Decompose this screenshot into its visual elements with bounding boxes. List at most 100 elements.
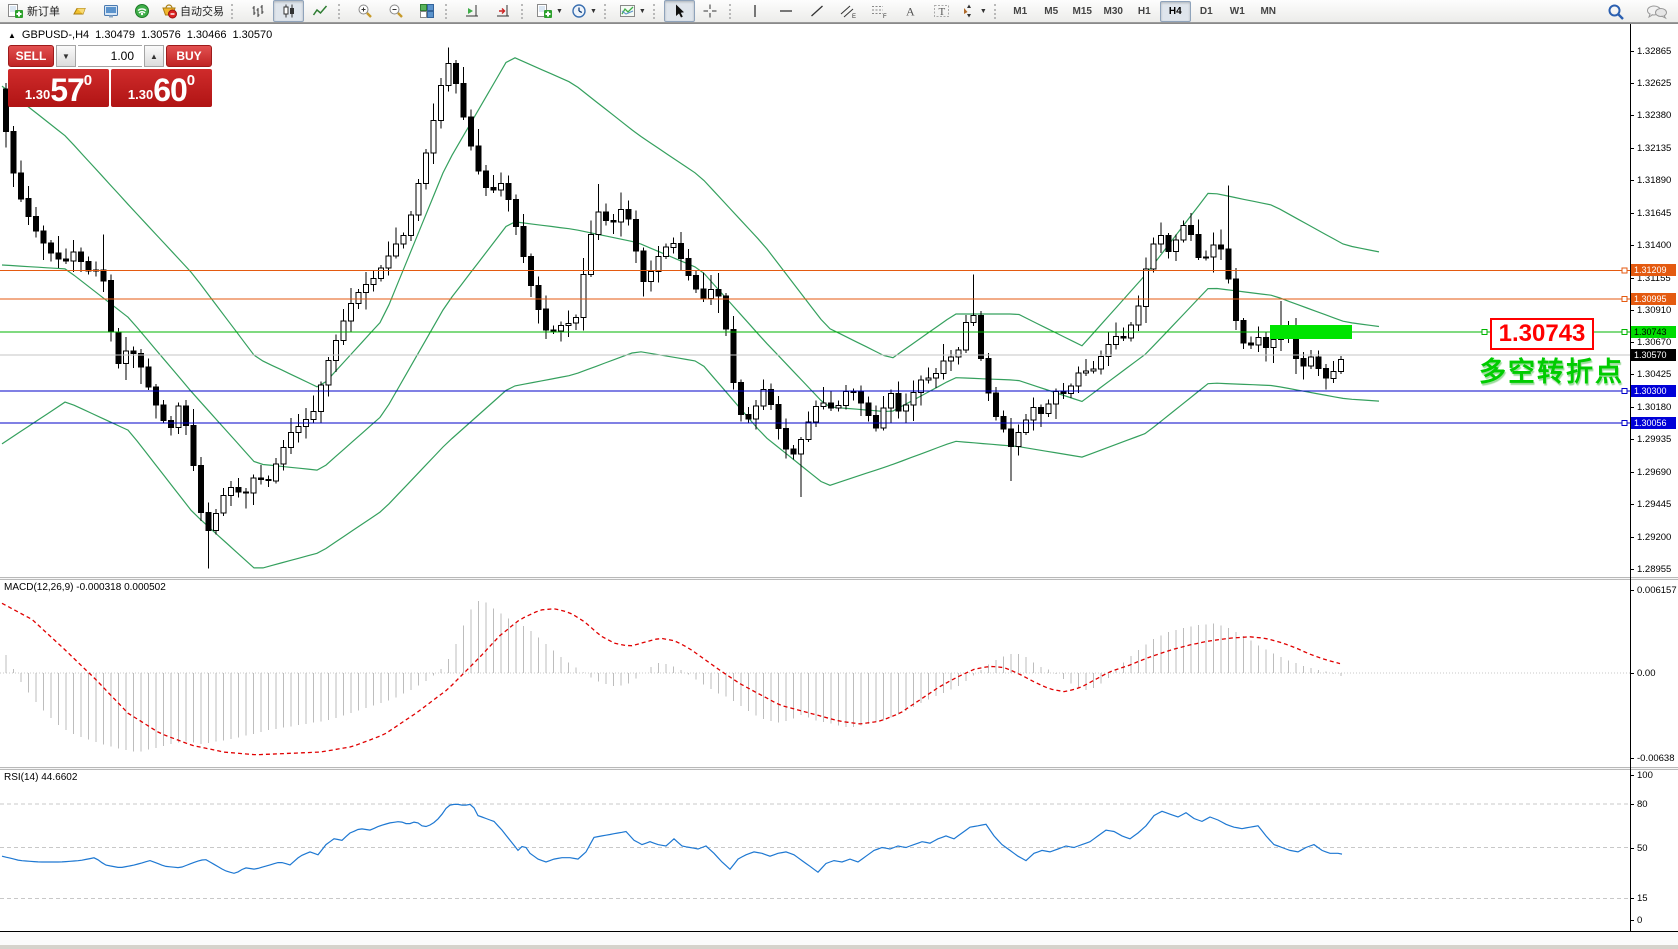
timeframe-m15-button[interactable]: M15 [1072,5,1092,17]
channel-icon: E [839,3,857,19]
vertical-line-button[interactable] [740,0,771,22]
toolbar: 新订单 自动交易 ▼ ▼ ▼ E F A T ▼ M1 M5 M15 M30 H1 H4 D1 W1 MN [0,0,1678,23]
zoom-out-button[interactable] [380,0,411,22]
dropdown-arrow-icon[interactable]: ▼ [556,7,563,15]
sell-button[interactable]: SELL [8,45,54,67]
chart-header: ▲ GBPUSD-,H4 1.30479 1.30576 1.30466 1.3… [8,29,272,41]
doc-plus-icon [7,3,24,19]
pane-separator[interactable] [0,767,1678,770]
timeframe-m30-button[interactable]: M30 [1103,5,1123,17]
macd-tick-label: 0.00 [1637,668,1656,679]
indicators-button[interactable]: ▼ [532,0,567,22]
axis-tick [1630,115,1634,116]
volume-decrease-button[interactable]: ▼ [56,45,76,67]
main-chart-canvas[interactable] [0,24,1630,577]
axis-tick [1630,472,1634,473]
axis-tick [1630,898,1634,899]
trendline-button[interactable] [802,0,833,22]
new-order-button[interactable]: 新订单 [3,0,64,22]
periods-button[interactable]: ▼ [567,0,601,22]
data-window-button[interactable] [95,0,126,22]
templates-button[interactable]: ▼ [615,0,650,22]
toolbar-grip[interactable] [521,3,528,19]
candlesticks [3,47,1344,569]
timeframe-w1-button[interactable]: W1 [1229,5,1245,17]
bar-chart-button[interactable] [242,0,273,22]
buy-price-pips: 60 [153,72,188,108]
axis-tick [1630,148,1634,149]
axis-tick [1630,51,1634,52]
arrows-button[interactable]: ▼ [957,0,991,22]
price-tick-label: 1.28955 [1637,564,1672,575]
ohlc-close: 1.30570 [232,29,273,41]
toolbar-grip[interactable] [652,3,660,19]
buy-price-display[interactable]: 1.30 60 0 [111,69,212,107]
price-tick-label: 1.32135 [1637,143,1672,154]
basket-icon [161,3,177,19]
dropdown-arrow-icon[interactable]: ▼ [638,7,646,15]
price-level-badge: 1.31209 [1631,264,1676,276]
toolbar-grip[interactable] [231,3,238,19]
dropdown-arrow-icon[interactable]: ▼ [589,7,597,15]
svg-text:T: T [938,6,945,18]
bull-bear-turning-point-note[interactable]: 多空转折点 [1479,357,1624,387]
buy-price-point: 0 [186,72,196,89]
cursor-button[interactable] [663,0,695,22]
timeframe-h4-button[interactable]: H4 [1159,0,1191,22]
price-axis-line [1630,24,1631,931]
toolbar-grip[interactable] [728,3,736,19]
text-label-button[interactable]: T [926,0,957,22]
timeframe-m1-button[interactable]: M1 [1013,5,1028,17]
timeframe-mn-button[interactable]: MN [1260,5,1277,17]
price-callout-text-object[interactable]: 1.30743 [1490,318,1594,350]
pane-separator[interactable] [0,577,1678,580]
doc-plus-icon [536,3,553,19]
price-tick-label: 1.31155 [1637,273,1671,284]
rsi-canvas[interactable] [0,770,1630,930]
equidistant-channel-button[interactable]: E [833,0,864,22]
toolbar-grip[interactable] [338,3,345,19]
tile-windows-button[interactable] [411,0,442,22]
chat-icon[interactable] [1641,1,1672,23]
auto-scroll-button[interactable] [487,0,518,22]
price-level-badge: 1.30995 [1631,293,1676,305]
zoomout-icon [388,3,404,19]
buy-button[interactable]: BUY [166,45,212,67]
crosshair-button[interactable] [695,0,726,22]
line-chart-button[interactable] [304,0,335,22]
price-tick-label: 1.31890 [1637,175,1672,186]
fibonacci-button[interactable]: F [864,0,895,22]
candlestick-chart-button[interactable] [273,0,304,22]
ohlc-low: 1.30466 [186,29,227,41]
chart-shift-button[interactable] [456,0,487,22]
time-axis[interactable]: 17 Dec 201918 Dec 16:0020 Dec 00:0023 De… [0,931,1678,949]
chart-border [0,23,1678,24]
toolbar-grip[interactable] [445,3,452,19]
one-click-collapse-icon[interactable]: ▲ [8,30,16,40]
one-click-trading-panel: SELL ▼ 1.00 ▲ BUY 1.30 57 0 1.30 60 0 [8,45,212,107]
navigator-button[interactable] [126,0,157,22]
dropdown-arrow-icon[interactable]: ▼ [979,7,987,15]
volume-increase-button[interactable]: ▲ [144,45,164,67]
zoom-in-button[interactable] [349,0,380,22]
timeframe-h1-button[interactable]: H1 [1137,5,1151,17]
search-icon[interactable] [1600,1,1631,23]
price-level-badge: 1.30743 [1631,326,1676,338]
toolbar-grip[interactable] [603,3,611,19]
text-button[interactable]: A [895,0,926,22]
axis-tick [1630,848,1634,849]
zoomin-icon [357,3,373,19]
textT-icon: T [933,3,950,19]
axis-tick [1630,180,1634,181]
macd-canvas[interactable] [0,580,1630,767]
horizontal-line-button[interactable] [771,0,802,22]
timeframe-d1-button[interactable]: D1 [1199,5,1213,17]
timeframe-m5-button[interactable]: M5 [1044,5,1059,17]
highlight-rectangle [1270,325,1352,340]
toolbar-grip[interactable] [993,3,1001,19]
volume-input[interactable]: 1.00 [78,45,142,67]
market-watch-button[interactable] [64,0,95,22]
macd-signal-line [1,602,1341,756]
sell-price-display[interactable]: 1.30 57 0 [8,69,109,107]
auto-trading-button[interactable]: 自动交易 [157,0,228,22]
